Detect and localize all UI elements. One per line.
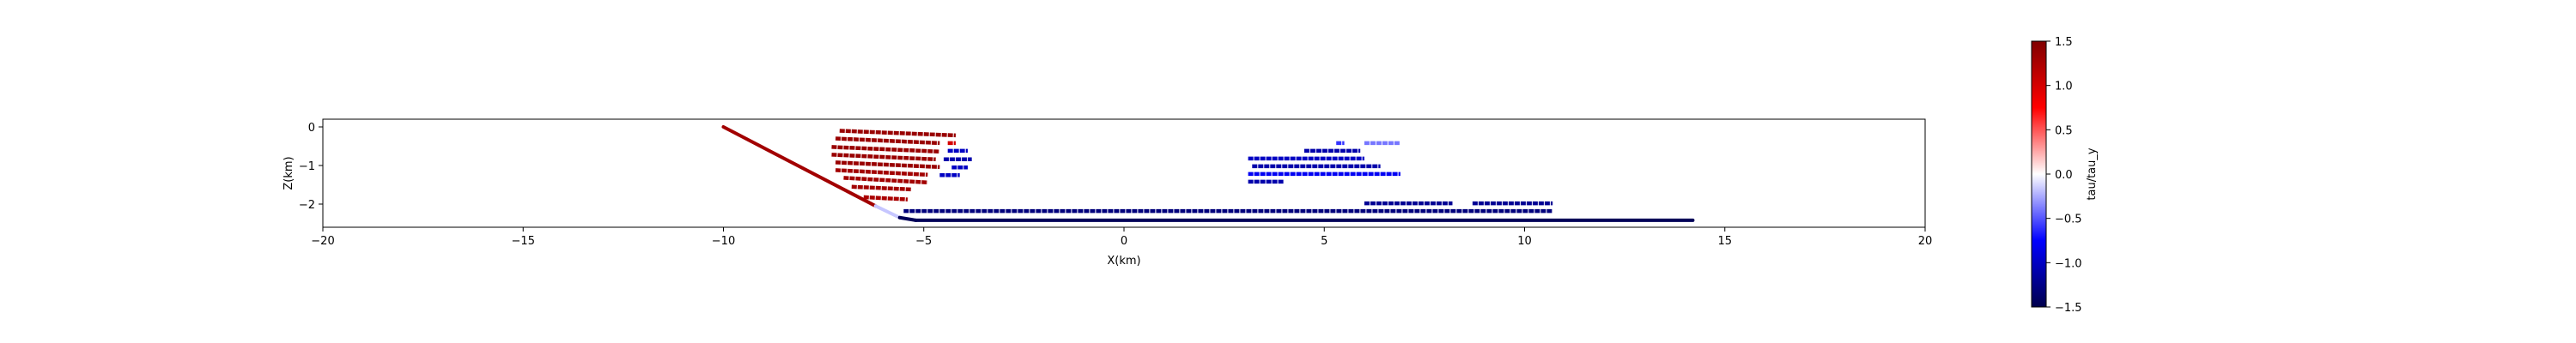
crack-series-5: [835, 160, 940, 170]
x-tick-label: 0: [1121, 235, 1127, 248]
crack-series-6: [835, 168, 928, 178]
crack-series-7: [843, 176, 928, 185]
x-tick-label: −5: [915, 235, 932, 248]
plot-area: −20 −15 −10 −5 0 5 10 15 20 0 −1 −2 X(km) Z(km): [283, 118, 1932, 268]
x-tick-label: −20: [311, 235, 334, 248]
colorbar-tick-label: −1.5: [2055, 302, 2082, 315]
crack-series-1: [839, 129, 957, 138]
x-tick-label: 5: [1321, 235, 1327, 248]
colorbar-label: tau/tau_y: [2086, 147, 2099, 200]
y-axis: 0 −1 −2: [299, 122, 323, 212]
colorbar-tick-label: −1.0: [2055, 257, 2082, 270]
series-layer: [721, 125, 1695, 222]
colorbar-gradient: [2031, 40, 2047, 308]
x-tick-label: −10: [712, 235, 735, 248]
x-tick-label: 10: [1517, 235, 1532, 248]
crack-series-8: [851, 184, 912, 192]
x-tick-label: −15: [512, 235, 535, 248]
x-tick-label: 20: [1918, 235, 1933, 248]
y-tick-label: −1: [299, 160, 315, 173]
colorbar: 1.5 1.0 0.5 0.0 −0.5 −1.0 −1.5 tau/tau_y: [2031, 36, 2099, 315]
crack-series-2: [835, 136, 940, 146]
x-axis: −20 −15 −10 −5 0 5 10 15 20: [311, 227, 1932, 248]
crack-series-4: [831, 153, 936, 162]
fault-segment: [873, 204, 902, 220]
fault-segment: [721, 125, 878, 208]
x-tick-label: 15: [1717, 235, 1732, 248]
y-tick-label: 0: [308, 122, 315, 135]
colorbar-tick-label: −0.5: [2055, 214, 2082, 226]
colorbar-ticks: 1.5 1.0 0.5 0.0 −0.5 −1.0 −1.5: [2046, 36, 2082, 315]
y-tick-label: −2: [299, 199, 315, 212]
x-axis-label: X(km): [1107, 255, 1140, 268]
colorbar-tick-label: 1.0: [2055, 81, 2073, 93]
colorbar-tick-label: 1.5: [2055, 36, 2073, 49]
crack-series-3: [831, 145, 940, 154]
crack-series-9: [863, 195, 908, 202]
fault-segment: [897, 215, 918, 222]
colorbar-tick-label: 0.5: [2055, 124, 2073, 137]
y-axis-label: Z(km): [283, 156, 295, 190]
colorbar-tick-label: 0.0: [2055, 169, 2073, 182]
